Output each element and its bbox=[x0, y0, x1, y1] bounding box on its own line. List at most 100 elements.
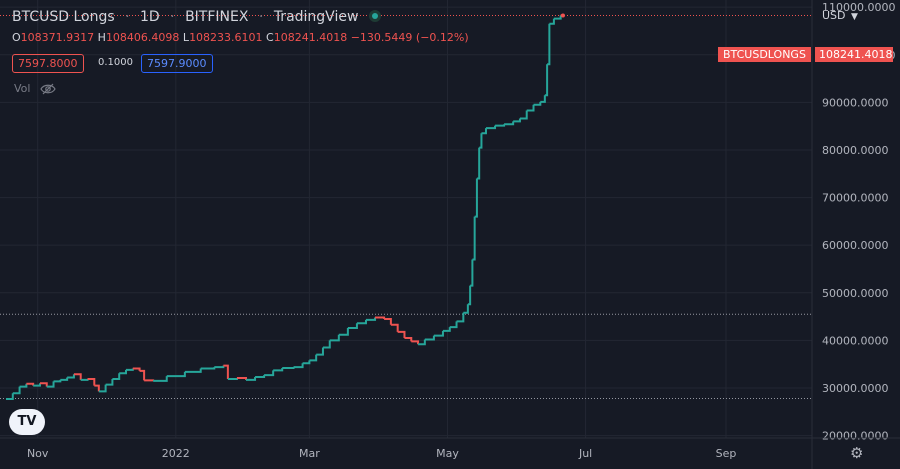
price-tag-name: BTCUSDLONGS bbox=[718, 47, 811, 62]
series-step-segment bbox=[329, 334, 340, 342]
series-step-segment bbox=[255, 375, 266, 379]
series-step-segment bbox=[33, 383, 41, 387]
series-step-segment bbox=[39, 382, 48, 387]
ohlc-legend: O108371.9317 H108406.4098 L108233.6101 C… bbox=[12, 31, 469, 44]
series-step-segment bbox=[479, 133, 483, 149]
chevron-down-icon: ▼ bbox=[851, 12, 858, 22]
series-step-segment bbox=[166, 371, 186, 378]
series-step-segment bbox=[46, 381, 55, 388]
series-step-segment bbox=[26, 382, 35, 386]
series-step-segment bbox=[98, 384, 107, 393]
series-step-segment bbox=[153, 376, 168, 382]
x-tick-label: Mar bbox=[299, 447, 320, 460]
series-step-segment bbox=[433, 330, 444, 337]
price-tag-value: 108241.4018 bbox=[815, 47, 893, 62]
spread-value: 0.1000 bbox=[98, 57, 133, 68]
series-step-segment bbox=[67, 374, 75, 379]
series-step-segment bbox=[236, 377, 247, 380]
volume-indicator[interactable]: Vol bbox=[14, 82, 56, 95]
ohlc-open-label: O bbox=[12, 31, 21, 44]
x-tick-label: May bbox=[436, 447, 459, 460]
series-step-segment bbox=[19, 383, 28, 388]
series-step-segment bbox=[404, 337, 413, 342]
series-step-segment bbox=[418, 339, 426, 346]
series-step-segment bbox=[302, 360, 311, 365]
symbol-name[interactable]: BTCUSD Longs bbox=[12, 9, 115, 25]
series-step-segment bbox=[456, 312, 465, 323]
live-dot-icon bbox=[368, 10, 381, 22]
series-step-segment bbox=[139, 369, 146, 381]
series-step-segment bbox=[424, 335, 435, 341]
series-step-segment bbox=[365, 317, 377, 321]
series-step-segment bbox=[390, 323, 399, 332]
ohlc-close-label: C bbox=[266, 31, 274, 44]
y-tick-label: 30000.0000 bbox=[822, 382, 888, 395]
series-step-segment bbox=[347, 323, 358, 330]
ohlc-high-label: H bbox=[97, 31, 106, 44]
series-step-segment bbox=[472, 216, 476, 261]
y-tick-label: 90000.0000 bbox=[822, 96, 888, 109]
series-step-segment bbox=[105, 378, 114, 386]
x-tick-label: Jul bbox=[578, 447, 592, 460]
series-step-segment bbox=[519, 110, 528, 120]
y-tick-label: 40000.0000 bbox=[822, 334, 888, 347]
ohlc-high: 108406.4098 bbox=[105, 31, 180, 44]
ohlc-low-label: L bbox=[182, 31, 190, 44]
series-step-segment bbox=[474, 178, 478, 218]
series-step-segment bbox=[526, 104, 535, 112]
series-step-segment bbox=[282, 367, 295, 370]
volume-label: Vol bbox=[14, 82, 31, 95]
series-step-segment bbox=[470, 259, 474, 287]
x-tick-label: Sep bbox=[716, 447, 737, 460]
series-step-segment bbox=[6, 393, 14, 400]
series-step-segment bbox=[245, 377, 257, 381]
series-step-segment bbox=[553, 15, 562, 20]
series-step-segment bbox=[495, 124, 506, 127]
x-tick-label: 2022 bbox=[162, 447, 190, 460]
series-step-segment bbox=[132, 367, 141, 371]
ohlc-close: 108241.4018 bbox=[273, 31, 348, 44]
series-step-segment bbox=[53, 379, 62, 383]
tradingview-logo-icon[interactable]: TV bbox=[9, 409, 45, 435]
series-step-segment bbox=[73, 373, 82, 380]
interval-label[interactable]: 1D bbox=[140, 9, 160, 25]
series-step-segment bbox=[540, 95, 546, 103]
series-step-segment bbox=[316, 347, 324, 356]
sell-price-button[interactable]: 7597.8000 bbox=[12, 54, 84, 73]
series-step-segment bbox=[214, 365, 225, 369]
exchange-label: BITFINEX bbox=[185, 9, 249, 25]
series-step-segment bbox=[549, 18, 555, 25]
series-step-segment bbox=[411, 340, 420, 345]
series-step-segment bbox=[112, 373, 121, 380]
chart-header: BTCUSD Longs · 1D · BITFINEX · TradingVi… bbox=[12, 9, 387, 25]
series-step-segment bbox=[476, 147, 481, 180]
series-step-segment bbox=[481, 128, 487, 135]
series-step-segment bbox=[504, 121, 515, 126]
series-step-segment bbox=[322, 340, 331, 349]
series-step-segment bbox=[87, 377, 96, 386]
series-step-segment bbox=[463, 304, 469, 314]
y-tick-label: 60000.0000 bbox=[822, 239, 888, 252]
ohlc-low: 108233.6101 bbox=[189, 31, 263, 44]
ohlc-change: −130.5449 (−0.12%) bbox=[350, 31, 469, 44]
series-step-segment bbox=[513, 118, 521, 123]
series-step-segment bbox=[338, 328, 349, 336]
eye-slash-icon[interactable] bbox=[40, 83, 56, 95]
series-step-segment bbox=[184, 368, 202, 373]
series-step-segment bbox=[94, 384, 100, 392]
series-step-segment bbox=[485, 125, 497, 130]
gear-icon[interactable]: ⚙ bbox=[850, 444, 864, 462]
currency-selector[interactable]: USD ▼ bbox=[822, 9, 858, 22]
series-step-segment bbox=[547, 23, 551, 66]
y-tick-label: 70000.0000 bbox=[822, 192, 888, 205]
buy-price-button[interactable]: 7597.9000 bbox=[141, 54, 213, 73]
series-step-segment bbox=[273, 368, 284, 372]
series-step-segment bbox=[442, 327, 451, 332]
series-step-segment bbox=[60, 377, 69, 381]
series-step-segment bbox=[397, 330, 406, 339]
y-tick-label: 80000.0000 bbox=[822, 144, 888, 157]
series-step-segment bbox=[223, 364, 229, 379]
series-step-segment bbox=[309, 354, 318, 362]
source-label: TradingView bbox=[273, 9, 359, 25]
